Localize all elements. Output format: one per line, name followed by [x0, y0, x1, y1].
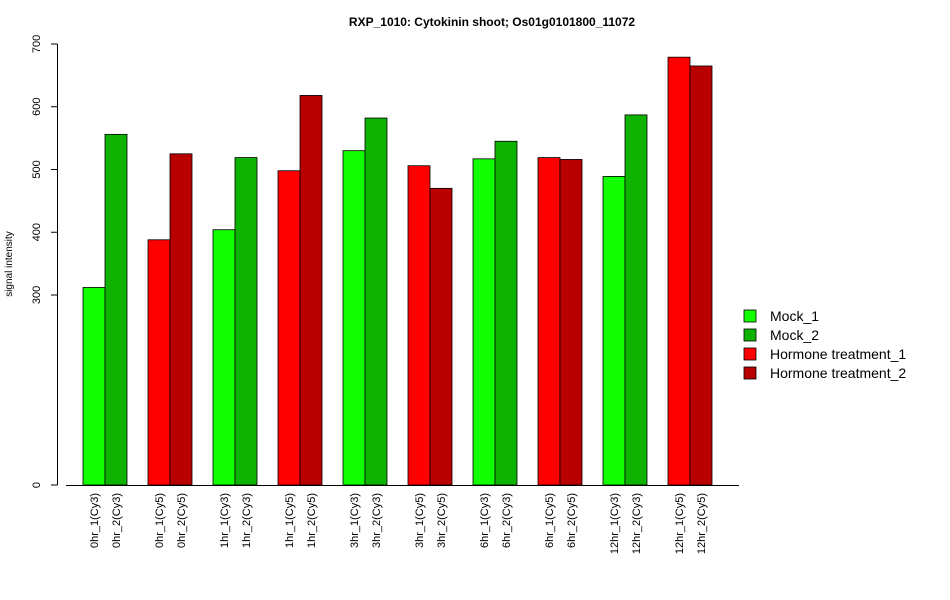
- bar: [364, 117, 388, 486]
- bar: [277, 170, 301, 486]
- category-label: 12hr_1(Cy5): [674, 493, 686, 554]
- category-label: 1hr_1(Cy3): [219, 493, 231, 548]
- legend-label: Mock_1: [770, 308, 819, 324]
- bar: [472, 158, 496, 486]
- chart-title: RXP_1010: Cytokinin shoot; Os01g0101800_…: [349, 15, 635, 29]
- bar: [212, 229, 236, 486]
- category-label: 3hr_1(Cy5): [414, 493, 426, 548]
- y-axis: 0 300 400 500 600 700: [31, 35, 58, 488]
- legend-swatch: [743, 366, 757, 380]
- category-label: 12hr_2(Cy5): [696, 493, 708, 554]
- category-label: 6hr_2(Cy5): [566, 493, 578, 548]
- bar: [624, 114, 648, 486]
- legend-label: Hormone treatment_1: [770, 346, 906, 362]
- y-tick-label: 400: [31, 223, 43, 241]
- bar: [689, 65, 713, 486]
- category-label: 1hr_1(Cy5): [284, 493, 296, 548]
- category-label: 3hr_2(Cy3): [371, 493, 383, 548]
- category-label: 0hr_1(Cy5): [154, 493, 166, 548]
- category-label: 3hr_1(Cy3): [349, 493, 361, 548]
- y-tick-label: 500: [31, 160, 43, 178]
- bar: [104, 133, 128, 486]
- category-labels: 0hr_1(Cy3) 0hr_2(Cy3) 0hr_1(Cy5) 0hr_2(Cy5)…: [89, 493, 708, 554]
- bar: [667, 56, 691, 486]
- bar: [147, 239, 171, 486]
- y-tick-label: 600: [31, 98, 43, 116]
- bar: [82, 287, 106, 486]
- bar: [342, 150, 366, 486]
- category-label: 0hr_1(Cy3): [89, 493, 101, 548]
- category-label: 12hr_2(Cy3): [631, 493, 643, 554]
- category-label: 0hr_2(Cy5): [176, 493, 188, 548]
- category-label: 0hr_2(Cy3): [111, 493, 123, 548]
- category-label: 3hr_2(Cy5): [436, 493, 448, 548]
- legend-label: Hormone treatment_2: [770, 365, 906, 381]
- category-label: 12hr_1(Cy3): [609, 493, 621, 554]
- bar: [559, 159, 583, 486]
- legend: Mock_1 Mock_2 Hormone treatment_1 Hormone t…: [743, 308, 906, 381]
- category-label: 6hr_1(Cy3): [479, 493, 491, 548]
- bars-group: [82, 56, 713, 486]
- legend-swatch: [743, 347, 757, 361]
- legend-swatch: [743, 328, 757, 342]
- category-label: 6hr_2(Cy3): [501, 493, 513, 548]
- y-tick-label: 0: [31, 482, 43, 488]
- category-label: 6hr_1(Cy5): [544, 493, 556, 548]
- bar: [602, 176, 626, 486]
- legend-swatch: [743, 309, 757, 323]
- y-tick-label: 700: [31, 35, 43, 53]
- bar: [429, 187, 453, 486]
- bar: [299, 95, 323, 486]
- category-label: 1hr_2(Cy3): [241, 493, 253, 548]
- bar: [169, 153, 193, 486]
- bar: [234, 157, 258, 486]
- bar: [537, 157, 561, 486]
- legend-label: Mock_2: [770, 327, 819, 343]
- y-tick-label: 300: [31, 286, 43, 304]
- bar: [407, 165, 431, 486]
- category-label: 1hr_2(Cy5): [306, 493, 318, 548]
- bar: [494, 140, 518, 486]
- y-axis-label: signal intensity: [4, 231, 15, 297]
